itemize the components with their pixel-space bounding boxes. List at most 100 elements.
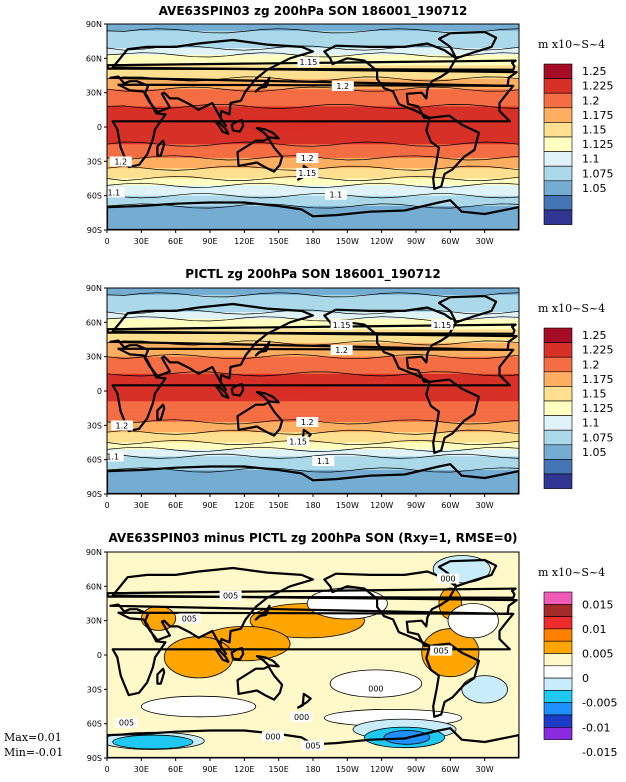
y-tick-label: 90N	[86, 548, 102, 557]
map-axes: 0 30E 60E 90E 120E 150E 180 150W 120W 90W 60W 30W 90…	[86, 284, 520, 510]
legend-swatch	[543, 591, 573, 605]
field-band	[107, 188, 519, 193]
contour-line	[107, 429, 519, 435]
legend-label: 1.075	[582, 167, 614, 180]
legend-swatch	[543, 327, 573, 343]
x-tick-label: 90E	[202, 501, 217, 510]
y-tick-label: 0	[97, 387, 102, 396]
y-tick-label: 0	[97, 651, 102, 660]
contour-label-bg	[110, 420, 133, 431]
y-tick-label: 90S	[87, 226, 102, 235]
y-tick-label: 30N	[86, 617, 102, 626]
x-tick-label: 90W	[407, 501, 425, 510]
field-band	[107, 301, 519, 306]
field-band	[107, 305, 519, 310]
field-band	[107, 219, 519, 224]
x-tick-label: 120E	[234, 501, 254, 510]
legend-label: 0.005	[582, 648, 614, 661]
y-tick-label: 0	[97, 123, 102, 132]
coastline-samerica	[425, 642, 480, 718]
x-tick-label: 150E	[269, 237, 289, 246]
contour-label-bg	[330, 344, 353, 355]
min-value: Min=-0.01	[4, 746, 63, 759]
y-tick-label: 60N	[86, 54, 102, 63]
legend-swatch	[543, 136, 573, 152]
legend-swatch	[543, 356, 573, 373]
field-band	[107, 363, 519, 368]
y-tick-label: 60S	[87, 456, 102, 465]
x-tick-label: 60W	[441, 501, 459, 510]
field-band	[107, 48, 519, 53]
field-band	[107, 394, 519, 399]
field-band	[107, 428, 519, 433]
contour-label-bg	[290, 711, 313, 722]
field-band	[107, 408, 519, 413]
contour-label: 005	[223, 592, 238, 601]
panel3-title: AVE63SPIN03 minus PICTL zg 200hPa SON (R…	[108, 531, 517, 545]
contour-label: 000	[265, 732, 280, 741]
field-band	[107, 226, 519, 230]
coastline-uk	[107, 59, 517, 71]
field-band	[107, 349, 519, 354]
legend-label: 1.075	[582, 431, 614, 444]
contour-line	[107, 104, 519, 109]
coastline-greenland	[437, 30, 498, 60]
map-axes: 0 30E 60E 90E 120E 150E 180 150W 120W 90W 60W 30W 90…	[86, 20, 520, 246]
colorbar-legend: m x10~S~4 0.015 0.01 0.005 0 -0.005 -0.01 -0.0…	[538, 566, 617, 759]
legend-label: 1.25	[582, 329, 607, 342]
x-tick-label: 120W	[370, 237, 393, 246]
legend-swatch	[543, 603, 573, 617]
field-band	[107, 161, 519, 166]
legend-swatch	[543, 702, 573, 716]
legend-label: 1.2	[582, 358, 600, 371]
legend-swatch	[543, 107, 573, 123]
y-tick-label: 60N	[86, 582, 102, 591]
legend-label: 1.175	[582, 373, 614, 386]
legend-label: 1.225	[582, 344, 614, 357]
coastline-borneo	[230, 646, 245, 661]
field-band	[107, 133, 519, 138]
x-tick-label: 120W	[370, 501, 393, 510]
x-tick-label: 60W	[441, 237, 459, 246]
contour-label-bg	[287, 436, 310, 447]
x-tick-label: 150W	[336, 765, 359, 774]
y-tick-label: 30N	[86, 89, 102, 98]
legend-swatch	[543, 459, 573, 475]
contour-label-bg	[330, 319, 353, 330]
field-band	[107, 315, 519, 320]
legend-label: -0.015	[582, 746, 617, 759]
legend-swatch	[543, 165, 573, 182]
field-band	[107, 356, 519, 361]
map-field: 1.15 1.2 1.2 1.2 1.15 1.1 1.1	[107, 24, 519, 230]
field-band	[107, 140, 519, 145]
contour-line	[107, 86, 519, 92]
contour-label-bg	[437, 573, 459, 584]
contour-label-bg	[109, 156, 132, 167]
field-band	[107, 476, 519, 481]
max-value: Max=0.01	[4, 731, 62, 744]
y-tick-label: 30S	[87, 685, 102, 694]
field-band	[107, 370, 519, 375]
field-band	[107, 24, 519, 29]
legend-swatch	[543, 122, 573, 138]
legend-swatch	[543, 151, 573, 167]
legend-swatch	[543, 386, 573, 402]
field-band	[107, 199, 519, 204]
field-band	[107, 41, 519, 46]
x-tick-label: 30W	[476, 765, 494, 774]
contour-label-bg	[219, 590, 242, 601]
x-tick-label: 90E	[202, 765, 217, 774]
y-tick-label: 60S	[87, 192, 102, 201]
coastline-namerica	[323, 42, 458, 119]
contour-label: 1.1	[106, 452, 119, 461]
field-band	[107, 89, 519, 94]
field-band	[107, 425, 519, 430]
coastline-sumatra	[214, 648, 230, 664]
field-warmpool	[207, 378, 328, 399]
field-band	[107, 72, 519, 77]
contour-label-bg	[178, 613, 201, 624]
legend-swatch	[543, 209, 573, 225]
x-tick-label: 120E	[234, 237, 254, 246]
field-band	[107, 360, 519, 365]
